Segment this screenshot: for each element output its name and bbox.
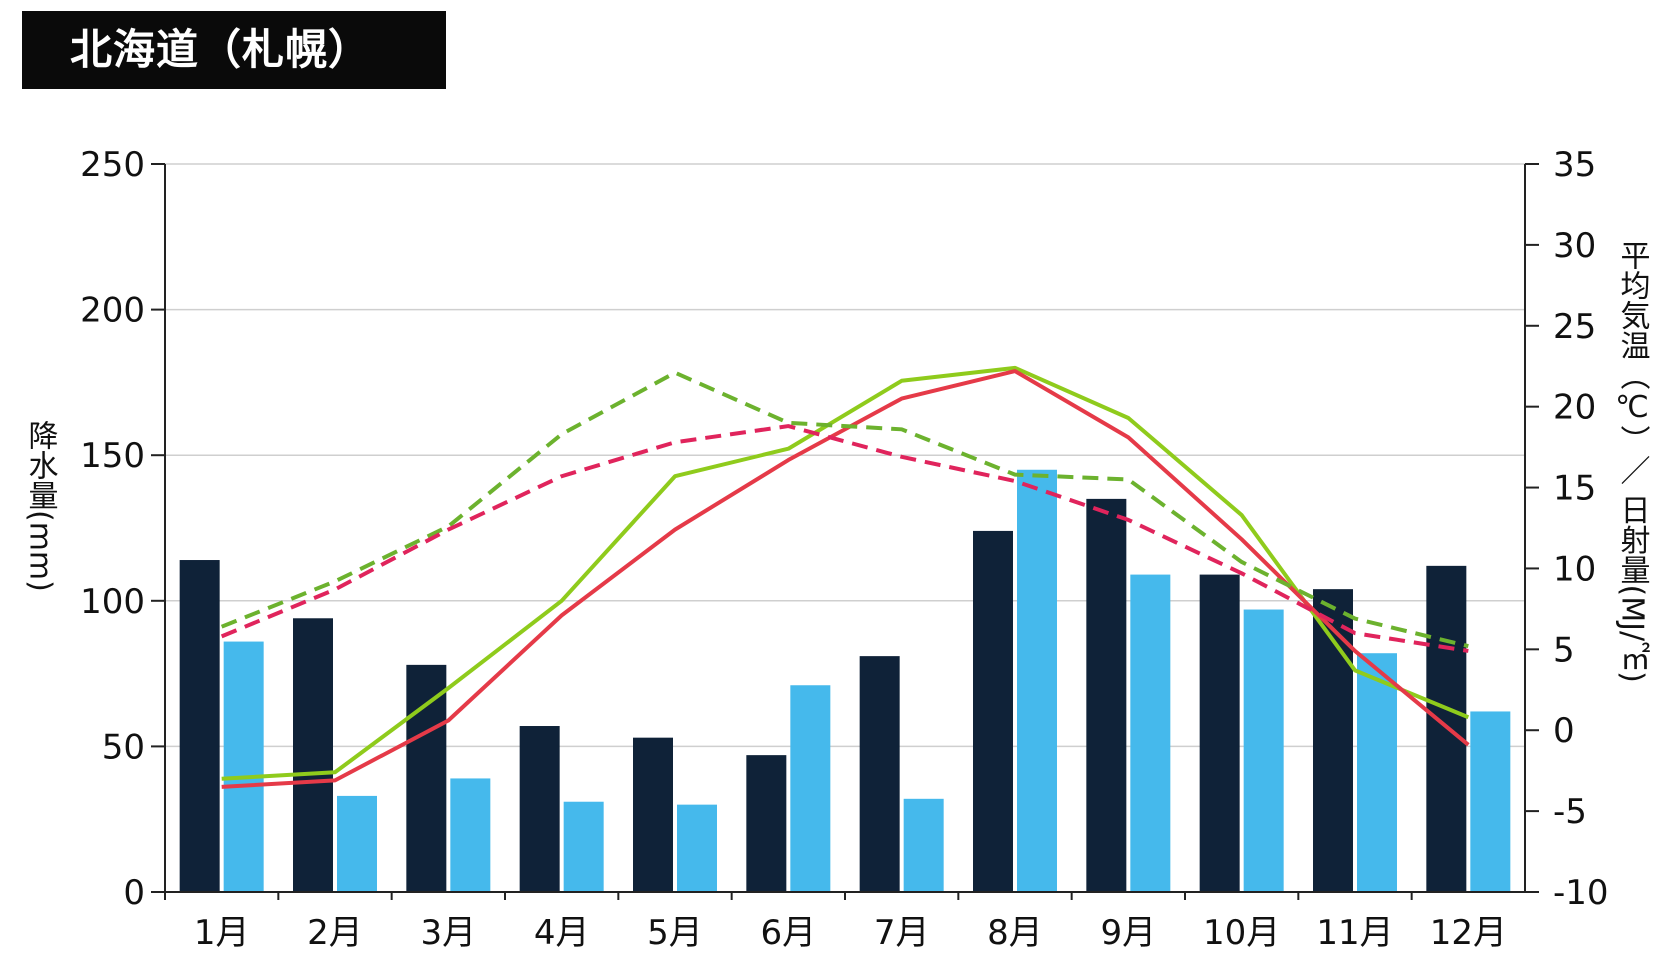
right-tick-label: 10 (1553, 549, 1596, 589)
line-series-2 (221, 369, 1470, 789)
bar-s1-1月 (179, 560, 220, 892)
bar-s1-7月 (859, 656, 900, 892)
left-tick-label: 50 (102, 727, 145, 767)
right-tick-label: -10 (1553, 873, 1609, 913)
line-series-3 (220, 370, 1469, 649)
bar-s1-11月 (1313, 589, 1353, 892)
bar-s1-6月 (746, 755, 787, 892)
x-tick-label: 4月 (534, 913, 590, 953)
bar-s2-12月 (1470, 711, 1511, 892)
x-tick-label: 5月 (647, 913, 703, 953)
x-tick-label: 3月 (421, 913, 477, 953)
bar-s2-1月 (223, 641, 264, 892)
bar-s1-3月 (406, 664, 447, 892)
right-tick-label: 35 (1553, 145, 1596, 185)
bar-s1-9月 (1086, 498, 1127, 892)
axes (151, 163, 1539, 900)
bar-s2-3月 (450, 778, 491, 892)
x-tick-label: 8月 (987, 913, 1043, 953)
x-tick-label: 9月 (1101, 913, 1157, 953)
x-tick-label: 7月 (874, 913, 930, 953)
bar-s2-10月 (1243, 609, 1284, 892)
right-tick-label: 5 (1553, 630, 1575, 670)
right-tick-label: 25 (1553, 307, 1596, 347)
bar-s2-8月 (1017, 469, 1057, 892)
right-tick-label: 30 (1553, 226, 1596, 266)
x-tick-label: 10月 (1203, 913, 1280, 953)
bar-s2-6月 (790, 685, 831, 892)
line-series-1 (221, 365, 1470, 781)
bar-s2-7月 (903, 798, 944, 892)
bar-s2-5月 (677, 804, 717, 892)
right-tick-label: -5 (1553, 792, 1587, 832)
x-tick-label: 12月 (1430, 913, 1507, 953)
left-tick-label: 100 (80, 582, 145, 622)
bar-s2-9月 (1130, 574, 1171, 892)
right-tick-label: 0 (1553, 711, 1575, 751)
bar-s1-8月 (973, 530, 1013, 892)
right-tick-label: 20 (1553, 388, 1596, 428)
bar-s1-10月 (1199, 574, 1240, 892)
gridlines (165, 163, 1525, 748)
left-tick-label: 200 (80, 291, 145, 331)
left-axis-title: 降水量(mm) (23, 420, 58, 592)
lines (220, 365, 1470, 789)
x-tick-label: 6月 (761, 913, 817, 953)
bar-s1-5月 (633, 737, 673, 892)
bar-s1-4月 (519, 726, 560, 892)
x-tick-label: 11月 (1316, 913, 1393, 953)
right-tick-label: 15 (1553, 469, 1596, 509)
bar-s2-2月 (337, 795, 377, 892)
chart-title: 北海道（札幌） (22, 11, 446, 89)
line-series-4 (220, 424, 1469, 653)
bars (179, 469, 1511, 892)
x-tick-label: 2月 (307, 913, 363, 953)
right-axis-title: 平均気温（℃）／ 日射量(MJ/㎡) (1615, 240, 1651, 683)
bar-s2-4月 (563, 801, 604, 892)
bar-s2-11月 (1357, 653, 1397, 892)
x-tick-label: 1月 (194, 913, 250, 953)
left-tick-label: 150 (80, 436, 145, 476)
tick-labels: 0 50 100 150 200 250 -10 -5 0 5 10 15 20 25 30 35 1月 2月 3月… (80, 145, 1608, 953)
left-tick-label: 0 (123, 873, 145, 913)
left-tick-label: 250 (80, 145, 145, 185)
bar-s1-2月 (293, 618, 333, 892)
